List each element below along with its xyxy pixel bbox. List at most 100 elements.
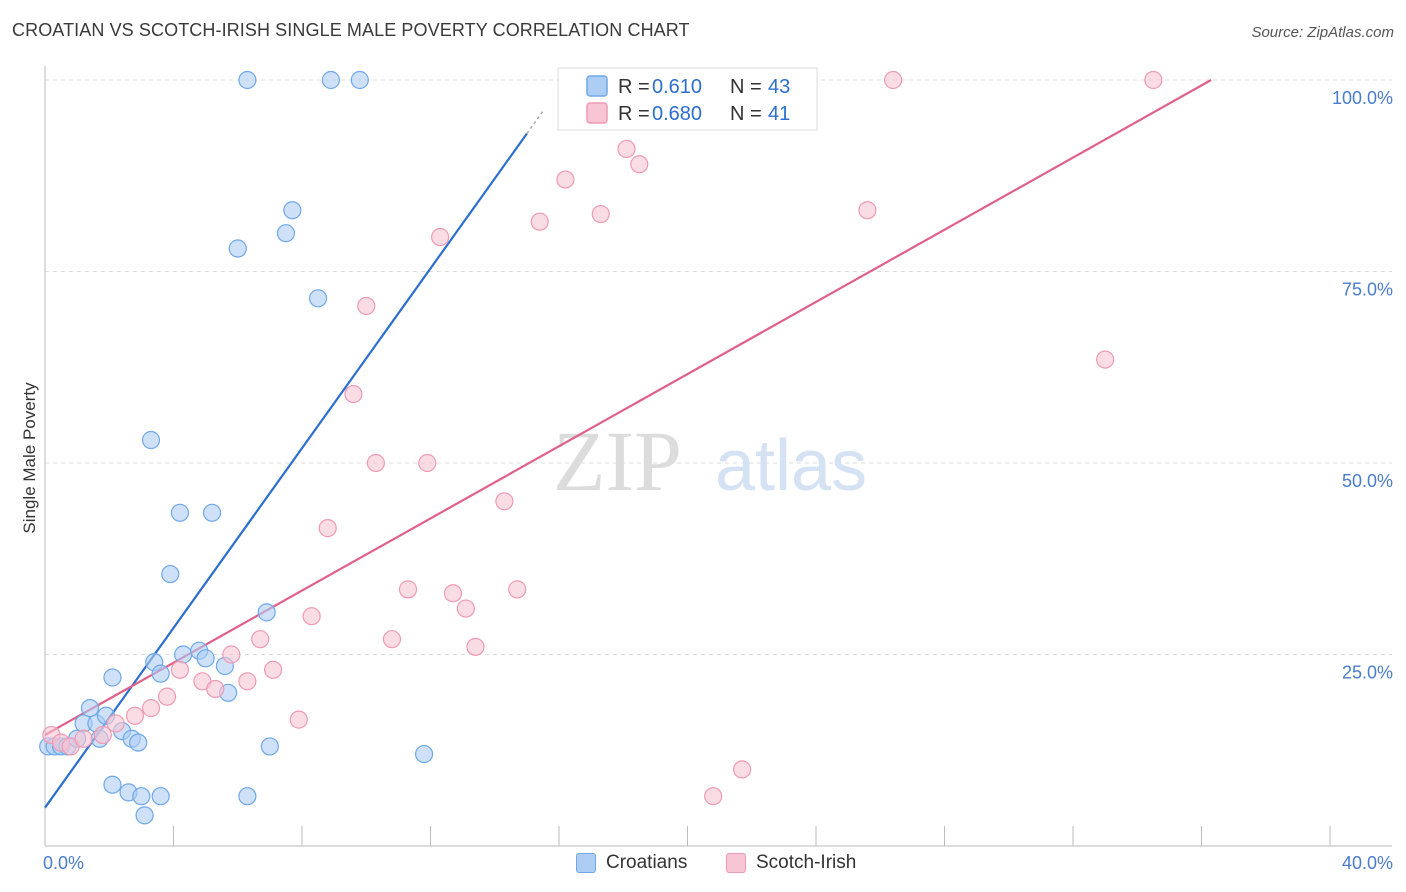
point-1-29 — [495, 492, 514, 511]
point-0-28 — [257, 603, 276, 622]
y-tick-label-0: 100.0% — [1332, 88, 1393, 108]
trend-line-1 — [44, 79, 1212, 736]
point-0-38 — [321, 70, 341, 90]
point-1-33 — [591, 204, 610, 224]
legend-n-label-1: N = — [730, 76, 762, 98]
point-0-14 — [103, 775, 122, 794]
point-1-27 — [456, 599, 475, 618]
legend-n-label-2: N = — [730, 103, 762, 125]
point-0-36 — [308, 289, 328, 308]
point-0-40 — [414, 744, 434, 764]
point-1-8 — [157, 687, 177, 706]
point-0-21 — [174, 645, 193, 664]
point-1-25 — [431, 227, 450, 247]
gridlines — [45, 79, 1392, 655]
axes — [44, 66, 1392, 847]
point-1-41 — [1144, 70, 1163, 90]
point-1-38 — [858, 201, 877, 220]
point-1-40 — [1096, 350, 1115, 369]
point-1-39 — [883, 70, 903, 90]
point-0-33 — [228, 239, 247, 258]
point-0-31 — [170, 503, 190, 522]
point-0-26 — [238, 787, 257, 806]
point-1-12 — [222, 645, 241, 664]
x-tick-label-1: 40.0% — [1342, 853, 1393, 873]
point-0-6 — [80, 699, 100, 718]
point-1-17 — [302, 607, 321, 626]
watermark-zip: ZIP — [553, 413, 682, 509]
trend-line-extension — [526, 110, 544, 135]
legend-swatch-scotch-irish — [586, 102, 608, 124]
point-1-16 — [289, 710, 308, 729]
point-1-37 — [733, 760, 752, 779]
series-legend: Croatians Scotch-Irish — [0, 852, 1406, 880]
legend-r-label-1: R = — [618, 76, 650, 98]
point-1-28 — [466, 637, 485, 656]
point-1-7 — [141, 699, 161, 718]
point-1-24 — [418, 453, 437, 473]
tick-labels: 100.0% 75.0% 50.0% 25.0% 0.0% 40.0% — [43, 88, 1393, 873]
point-1-6 — [125, 706, 145, 725]
point-0-39 — [350, 70, 369, 90]
point-1-19 — [344, 384, 363, 404]
point-0-27 — [260, 737, 279, 756]
point-1-3 — [74, 729, 93, 748]
point-0-20 — [151, 664, 170, 683]
point-1-23 — [398, 580, 418, 599]
point-1-21 — [366, 453, 385, 473]
chart-source: Source: ZipAtlas.com — [1251, 24, 1394, 41]
legend-item-croatians: Croatians — [576, 852, 687, 874]
point-1-34 — [617, 139, 636, 159]
point-1-14 — [251, 630, 270, 649]
point-1-11 — [206, 679, 225, 699]
point-0-18 — [151, 787, 170, 806]
point-1-26 — [443, 584, 463, 603]
legend-r-value-2: 0.680 — [652, 103, 702, 125]
point-0-23 — [196, 649, 215, 668]
y-tick-label-2: 50.0% — [1342, 471, 1393, 491]
point-0-30 — [161, 564, 180, 584]
point-0-13 — [129, 733, 148, 752]
point-0-16 — [132, 787, 151, 806]
point-1-13 — [238, 672, 257, 691]
point-1-18 — [318, 519, 337, 538]
trend-line-0 — [44, 132, 528, 809]
point-0-35 — [283, 201, 302, 220]
point-0-29 — [141, 430, 161, 450]
point-0-34 — [276, 224, 296, 243]
legend-swatch-croatians — [586, 75, 608, 97]
stats-legend: R = 0.610 N = 43 R = 0.680 N = 41 — [557, 67, 818, 131]
point-1-4 — [93, 725, 112, 745]
legend-n-value-2: 41 — [768, 103, 790, 125]
point-0-17 — [135, 806, 154, 825]
point-1-15 — [263, 660, 283, 679]
legend-n-value-1: 43 — [768, 76, 790, 98]
trend-lines — [44, 79, 1212, 809]
point-1-31 — [530, 212, 549, 231]
y-axis-label: Single Male Poverty — [20, 382, 39, 534]
y-tick-label-1: 75.0% — [1342, 280, 1393, 300]
watermark-atlas: atlas — [715, 426, 867, 506]
y-tick-label-3: 25.0% — [1342, 663, 1393, 683]
point-0-32 — [202, 503, 222, 522]
point-0-10 — [103, 668, 122, 687]
point-1-32 — [556, 170, 575, 189]
legend-label-scotch-irish: Scotch-Irish — [756, 852, 857, 873]
point-1-22 — [382, 630, 402, 649]
data-points — [39, 70, 1163, 825]
x-tick-label-0: 0.0% — [43, 853, 84, 873]
legend-item-scotch-irish: Scotch-Irish — [726, 852, 856, 874]
legend-label-croatians: Croatians — [606, 852, 688, 873]
legend-r-value-1: 0.610 — [652, 76, 702, 98]
point-1-5 — [106, 714, 125, 733]
point-1-30 — [508, 580, 527, 599]
legend-swatch-scotch-irish-bottom — [726, 853, 746, 873]
legend-r-label-2: R = — [618, 103, 650, 125]
point-1-36 — [704, 787, 723, 806]
watermark: ZIP atlas — [553, 413, 867, 509]
point-0-37 — [238, 70, 257, 90]
point-1-9 — [170, 660, 190, 679]
point-1-35 — [630, 155, 649, 174]
chart-title: CROATIAN VS SCOTCH-IRISH SINGLE MALE POV… — [12, 20, 690, 40]
